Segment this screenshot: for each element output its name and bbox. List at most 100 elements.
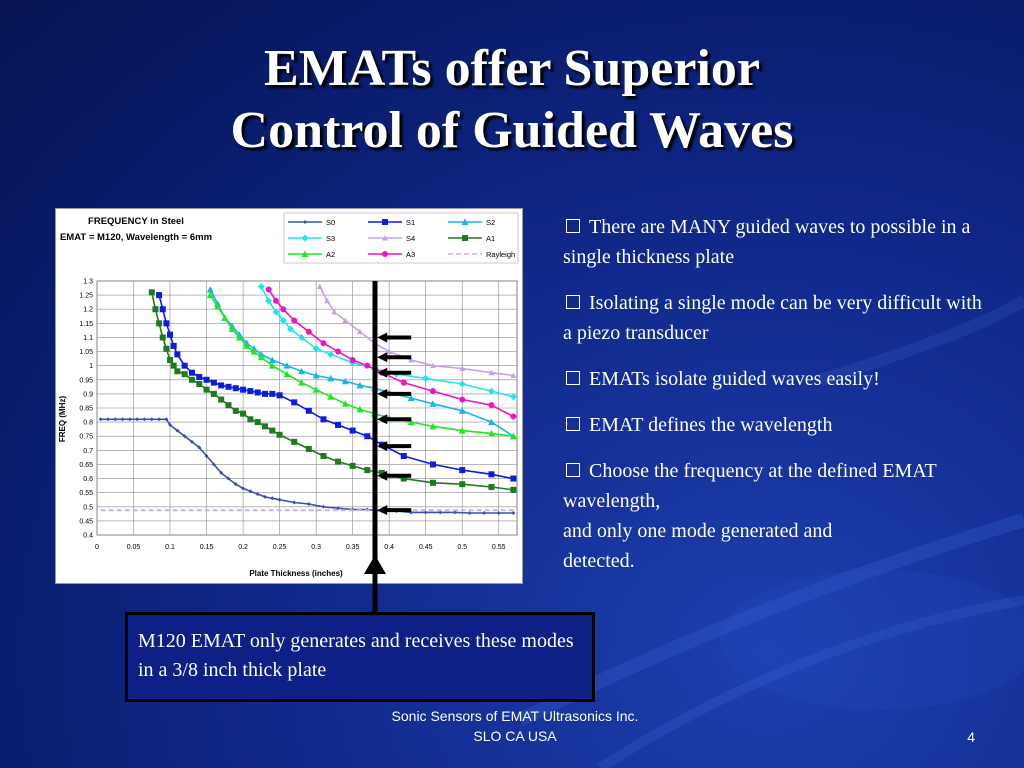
data-point	[164, 417, 169, 422]
data-point	[327, 374, 335, 382]
data-point	[429, 400, 437, 407]
data-point	[458, 380, 466, 388]
data-point	[196, 381, 203, 388]
y-axis-label: FREQ (MHz)	[58, 396, 67, 443]
data-point	[487, 418, 495, 426]
data-point	[206, 291, 214, 299]
data-point	[218, 382, 225, 389]
chart-series	[98, 283, 517, 515]
checkbox-bullet-icon	[566, 219, 580, 233]
legend-swatch-marker	[461, 218, 469, 225]
slide-title: EMATs offer Superior Control of Guided W…	[0, 38, 1024, 162]
data-point	[364, 467, 371, 474]
data-point	[298, 379, 306, 386]
title-line-2: Control of Guided Waves	[230, 102, 794, 159]
data-point	[364, 362, 371, 369]
data-point	[279, 317, 287, 325]
checkbox-bullet-icon	[566, 371, 580, 385]
data-point	[257, 283, 265, 291]
data-point	[336, 506, 341, 511]
data-point	[305, 328, 312, 335]
data-point	[400, 379, 407, 386]
y-tick-label: 0.8	[83, 420, 93, 427]
data-point	[142, 417, 147, 422]
data-point	[219, 470, 224, 475]
bullet-text: Choose the frequency at the defined EMAT…	[563, 460, 937, 512]
bullet-continuation-2: detected.	[563, 550, 635, 572]
data-point	[335, 348, 342, 355]
data-point	[210, 379, 217, 386]
data-point	[452, 510, 457, 515]
x-axis-label: Plate Thickness (inches)	[249, 569, 343, 578]
data-point	[276, 431, 283, 438]
chart-axes: 0.4 0.45 0.5 0.55 0.6 0.65 0.7 0.75 0.8 0.85 0.9 0.…	[79, 279, 505, 552]
data-point	[206, 285, 214, 293]
data-point	[170, 362, 177, 369]
data-point	[386, 348, 393, 355]
data-point	[488, 402, 495, 409]
legend-label: A3	[406, 250, 415, 259]
legend-swatch-marker	[382, 219, 388, 225]
data-point	[203, 376, 210, 383]
data-point	[407, 418, 415, 426]
data-point	[341, 400, 349, 407]
data-point	[214, 302, 222, 310]
data-point	[135, 417, 140, 422]
legend-label: S2	[486, 218, 495, 227]
data-point	[174, 351, 181, 358]
data-point	[482, 510, 487, 515]
footer-location: SLO CA USA	[473, 728, 557, 744]
data-point	[149, 417, 154, 422]
chart-legend: S0 S1 S2 S3 S4 A1 A2 A3 Rayleigh	[283, 212, 519, 264]
data-point	[496, 510, 501, 515]
data-point	[232, 385, 239, 392]
y-tick-label: 1	[89, 363, 93, 370]
data-point	[204, 453, 209, 458]
data-point	[163, 320, 170, 327]
x-tick-label: 0.45	[419, 544, 433, 551]
legend-swatch-marker	[301, 250, 309, 257]
data-point	[181, 371, 188, 378]
data-point	[509, 393, 517, 401]
y-tick-label: 1.3	[83, 279, 93, 286]
data-point	[265, 286, 272, 293]
series-line-s4	[319, 286, 514, 377]
data-point	[163, 345, 170, 352]
legend-swatch-marker	[382, 251, 388, 257]
data-point	[287, 325, 295, 333]
x-tick-label: 0.25	[273, 544, 287, 551]
data-point	[280, 306, 287, 313]
data-point	[243, 342, 251, 349]
data-point	[320, 416, 327, 423]
y-tick-label: 1.25	[79, 293, 93, 300]
y-tick-label: 0.6	[83, 476, 93, 483]
x-tick-label: 0.3	[311, 544, 321, 551]
data-point	[269, 427, 276, 434]
data-point	[459, 467, 466, 474]
data-point	[305, 445, 312, 452]
data-point	[400, 452, 407, 459]
data-point	[240, 410, 247, 417]
data-point	[378, 469, 385, 476]
data-point	[265, 297, 273, 305]
y-tick-label: 0.85	[79, 406, 93, 413]
data-point	[120, 417, 125, 422]
data-point	[335, 458, 342, 465]
data-point	[113, 417, 118, 422]
data-point	[226, 476, 231, 481]
bullet-item: EMAT defines the wavelength	[563, 410, 983, 440]
legend-label: A1	[486, 234, 495, 243]
data-point	[98, 417, 103, 422]
data-point	[324, 297, 331, 304]
bullet-text: EMAT defines the wavelength	[589, 414, 833, 436]
legend-label: S0	[326, 218, 335, 227]
data-point	[511, 510, 516, 515]
legend-label: A2	[326, 250, 335, 259]
data-point	[422, 374, 430, 382]
y-tick-label: 0.5	[83, 504, 93, 511]
data-point	[218, 396, 225, 403]
series-line-a2	[209, 294, 514, 437]
checkbox-bullet-icon	[566, 463, 580, 477]
series-a3	[265, 286, 517, 420]
data-point	[148, 289, 155, 296]
